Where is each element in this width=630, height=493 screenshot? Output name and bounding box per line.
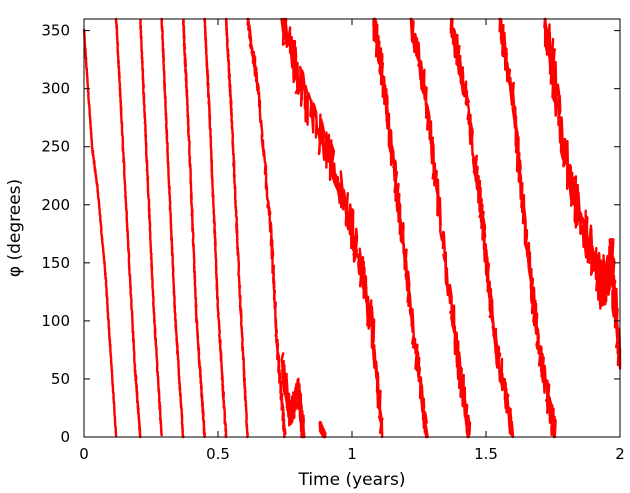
data-track (114, 17, 142, 439)
x-tick-label: 1.5 (474, 445, 498, 463)
y-tick-label: 50 (51, 370, 70, 388)
data-track (139, 18, 163, 437)
data-track (224, 17, 249, 439)
ticks-layer: 0 0.5 1 1.5 2 0 50 100 150 200 250 300 350 (41, 19, 625, 463)
x-axis-label: Time (years) (297, 470, 405, 490)
data-track (318, 420, 327, 439)
data-layer (82, 17, 622, 439)
data-track (409, 17, 472, 439)
data-track (82, 28, 118, 438)
data-track (372, 17, 429, 439)
y-tick-label: 250 (41, 138, 70, 156)
y-tick-label: 150 (41, 254, 70, 272)
y-tick-label: 300 (41, 80, 70, 98)
data-track (245, 17, 287, 439)
y-tick-label: 200 (41, 196, 70, 214)
data-track (280, 17, 384, 439)
data-track (449, 17, 515, 439)
x-tick-label: 1 (347, 445, 357, 463)
y-tick-label: 100 (41, 312, 70, 330)
data-track (280, 352, 306, 439)
data-track (160, 17, 185, 439)
x-tick-label: 0 (79, 445, 89, 463)
x-tick-label: 0.5 (206, 445, 230, 463)
y-axis-label: φ (degrees) (5, 179, 25, 277)
y-tick-label: 0 (60, 428, 70, 446)
y-tick-label: 350 (41, 22, 70, 40)
data-track (203, 17, 228, 439)
data-track (181, 18, 207, 439)
x-tick-label: 2 (615, 445, 625, 463)
data-track (543, 17, 622, 370)
data-track (498, 17, 557, 439)
